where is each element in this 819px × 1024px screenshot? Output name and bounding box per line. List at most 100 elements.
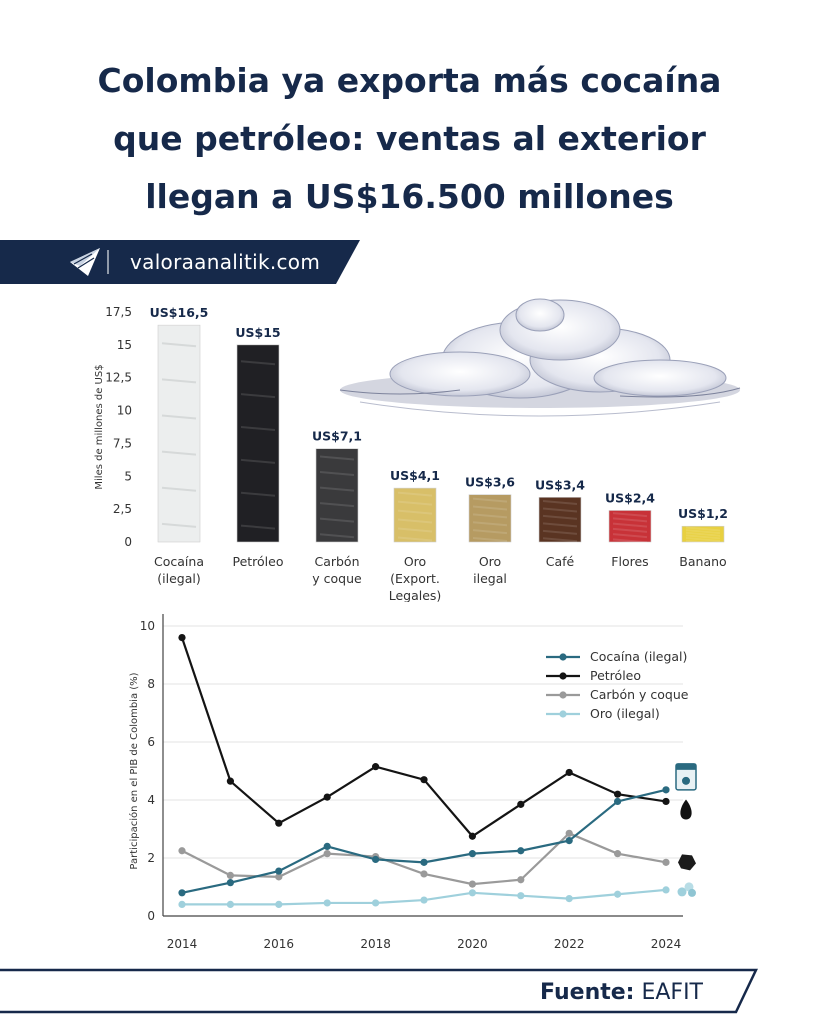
data-point xyxy=(178,634,186,642)
legend-marker xyxy=(559,691,567,699)
legend-label: Carbón y coque xyxy=(590,687,689,702)
bar-texture xyxy=(685,531,721,537)
bar-texture xyxy=(161,414,197,420)
data-point xyxy=(275,900,283,908)
coal-lump-icon xyxy=(678,854,696,871)
brand-banner: valoraanalitik.com xyxy=(0,240,360,284)
bar-chart: Miles de millones de US$ 17,5 15 12,5 10 7,5 5… xyxy=(94,298,741,602)
bar-y-tick-label: 0 xyxy=(124,535,132,549)
bar-category-label: Carbón xyxy=(314,554,359,569)
data-point xyxy=(517,892,525,900)
data-point xyxy=(372,763,380,771)
data-point xyxy=(226,777,234,785)
bar-texture xyxy=(161,450,197,456)
bar-texture xyxy=(397,536,433,542)
bar-y-tick-label: 17,5 xyxy=(105,305,132,319)
data-point xyxy=(517,800,525,808)
bar-texture xyxy=(472,521,508,527)
bar-texture xyxy=(240,426,276,431)
data-point xyxy=(226,879,234,887)
bar-y-tick-label: 10 xyxy=(117,404,132,418)
bar-category-label: ilegal xyxy=(473,571,507,586)
legend-label: Petróleo xyxy=(590,668,641,683)
bar-texture xyxy=(542,522,578,528)
brand-site[interactable]: valoraanalitik.com xyxy=(130,250,321,274)
bar-texture xyxy=(542,529,578,535)
legend-label: Oro (ilegal) xyxy=(590,706,660,721)
legend-label: Cocaína (ilegal) xyxy=(590,649,687,664)
bar-texture xyxy=(240,360,276,366)
bar xyxy=(393,487,437,543)
data-point xyxy=(517,876,525,884)
legend-marker xyxy=(559,672,567,680)
bar-texture xyxy=(397,527,433,533)
bar-value-label: US$16,5 xyxy=(150,305,209,320)
source-label: Fuente: xyxy=(540,980,635,1005)
data-point xyxy=(323,842,331,850)
data-point xyxy=(662,786,670,794)
data-point xyxy=(614,890,622,898)
line-x-tick-label: 2022 xyxy=(554,937,585,951)
data-point xyxy=(420,776,428,784)
bar-texture xyxy=(612,517,648,523)
line-y-tick-label: 0 xyxy=(147,909,155,923)
bar-texture xyxy=(319,471,355,477)
bar-value-label: US$2,4 xyxy=(605,490,655,505)
bar-category-label: Cocaína xyxy=(154,554,204,569)
bar xyxy=(538,497,582,543)
bar-texture xyxy=(542,514,578,520)
bar-y-tick-label: 15 xyxy=(117,338,132,352)
data-point xyxy=(275,873,283,881)
bar-texture xyxy=(240,393,276,399)
bar-category-label: Oro xyxy=(479,554,501,569)
bar-y-axis-label: Miles de millones de US$ xyxy=(94,364,105,489)
bar-texture xyxy=(240,524,276,530)
bar xyxy=(157,324,201,543)
data-point xyxy=(178,847,186,855)
bar-texture xyxy=(612,512,648,518)
bar-texture xyxy=(612,522,648,528)
bar xyxy=(468,494,512,543)
data-point xyxy=(275,819,283,827)
bar-category-label: Café xyxy=(546,554,575,569)
data-point xyxy=(468,880,476,888)
line-x-tick-label: 2020 xyxy=(457,937,488,951)
data-point xyxy=(565,768,573,777)
bar-texture xyxy=(161,486,197,492)
data-point xyxy=(275,867,283,875)
cocaine-pile-illustration xyxy=(339,298,741,417)
title-line: que petróleo: ventas al exterior xyxy=(113,119,706,158)
data-point xyxy=(420,870,428,878)
legend-marker xyxy=(559,653,567,661)
data-point xyxy=(468,889,476,897)
bar-texture xyxy=(161,342,197,348)
bar-texture xyxy=(397,509,433,515)
bar xyxy=(608,510,652,543)
data-point xyxy=(517,847,525,855)
bar-texture xyxy=(319,517,355,523)
data-point xyxy=(420,858,428,866)
bar-texture xyxy=(685,539,721,545)
data-point xyxy=(323,793,331,801)
bar-y-tick-label: 12,5 xyxy=(105,371,132,385)
data-point xyxy=(372,855,380,864)
data-point xyxy=(565,829,573,837)
legend-marker xyxy=(559,710,567,718)
bar-texture xyxy=(472,497,508,503)
bar-y-tick-label: 7,5 xyxy=(113,436,132,450)
bar-texture xyxy=(685,534,721,540)
bar xyxy=(681,525,725,543)
data-point xyxy=(662,797,670,806)
data-point xyxy=(420,896,428,904)
bar-texture xyxy=(542,500,578,506)
data-point xyxy=(565,837,573,845)
bar-texture xyxy=(397,500,433,506)
line-x-tick-label: 2024 xyxy=(651,937,682,951)
bar-y-tick-label: 5 xyxy=(124,469,132,483)
source-value: EAFIT xyxy=(641,980,703,1005)
brand-banner-shape xyxy=(0,240,360,284)
bar xyxy=(315,448,359,543)
bar-category-label: (Export. xyxy=(390,571,440,586)
data-point xyxy=(323,899,331,907)
bar-texture xyxy=(612,538,648,544)
